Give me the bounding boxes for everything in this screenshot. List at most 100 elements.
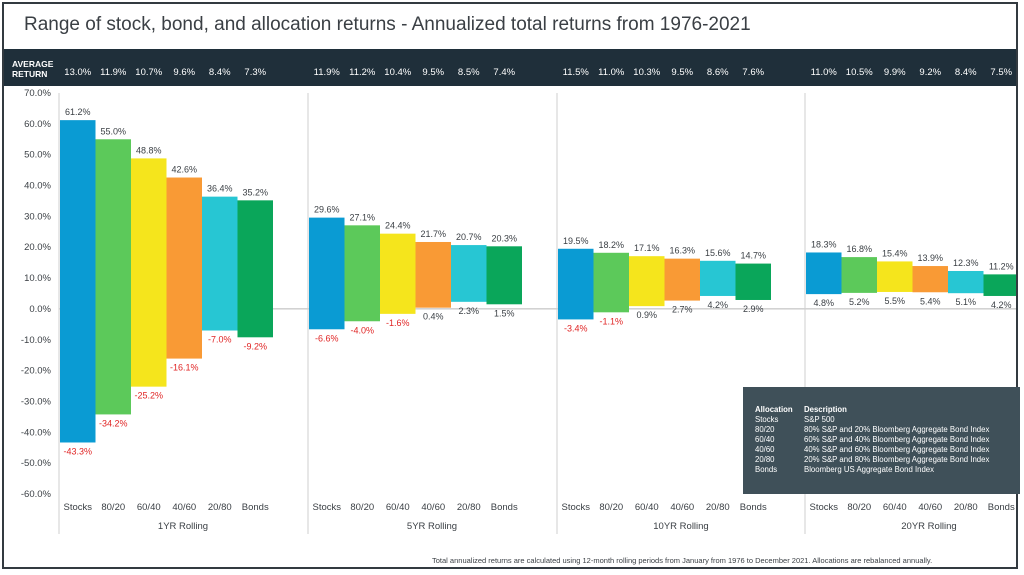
average-return-value: 13.0% [64, 67, 92, 78]
range-bar [877, 261, 913, 292]
legend-allocation: Bonds [755, 465, 778, 474]
average-return-value: 8.4% [954, 67, 977, 78]
x-tick-label: 20/80 [208, 502, 232, 513]
average-return-label: AVERAGE RETURN [12, 59, 54, 79]
x-tick-label: 80/20 [350, 502, 374, 513]
low-data-label: 5.5% [884, 296, 905, 306]
x-tick-label: 40/60 [172, 502, 196, 513]
legend-allocation: 60/40 [755, 435, 775, 444]
high-data-label: 20.7% [456, 232, 482, 242]
range-bar [629, 256, 665, 307]
range-bar [344, 225, 380, 322]
high-data-label: 11.2% [989, 261, 1014, 271]
low-data-label: 2.9% [743, 304, 764, 314]
low-data-label: -43.3% [63, 446, 92, 456]
y-tick-label: 50.0% [24, 150, 51, 161]
range-bar [806, 252, 842, 295]
average-return-value: 9.5% [671, 67, 694, 78]
y-tick-label: 40.0% [24, 181, 51, 192]
legend-allocation: Stocks [755, 415, 779, 424]
low-data-label: 5.4% [920, 296, 941, 306]
high-data-label: 18.2% [598, 240, 624, 250]
high-data-label: 12.3% [953, 258, 979, 268]
average-return-value: 7.5% [990, 67, 1013, 78]
x-tick-label: 40/60 [421, 502, 445, 513]
y-tick-label: -60.0% [21, 489, 52, 500]
average-return-value: 9.2% [919, 67, 942, 78]
allocation-legend: Allocation Description Stocks S&P 500 80… [743, 387, 1020, 494]
legend-row: Bonds Bloomberg US Aggregate Bond Index [743, 465, 1020, 475]
x-tick-label: Bonds [988, 502, 1015, 513]
legend-description: 20% S&P and 80% Bloomberg Aggregate Bond… [804, 455, 990, 464]
low-data-label: -9.2% [243, 341, 267, 351]
high-data-label: 16.8% [846, 244, 872, 254]
low-data-label: 4.8% [813, 298, 834, 308]
average-return-value: 11.0% [810, 67, 837, 78]
legend-row: 80/20 80% S&P and 20% Bloomberg Aggregat… [743, 425, 1020, 435]
legend-row: 60/40 60% S&P and 40% Bloomberg Aggregat… [743, 435, 1020, 445]
legend-allocation: 40/60 [755, 445, 775, 454]
legend-allocation: 20/80 [755, 455, 775, 464]
high-data-label: 61.2% [65, 107, 91, 117]
y-tick-label: -20.0% [21, 366, 52, 377]
legend-header-allocation: Allocation [755, 405, 793, 414]
range-bar [558, 248, 594, 320]
x-tick-label: Stocks [561, 502, 590, 513]
range-bar [131, 158, 167, 387]
low-data-label: -1.1% [599, 316, 623, 326]
legend-row: 20/80 20% S&P and 80% Bloomberg Aggregat… [743, 455, 1020, 465]
x-tick-label: Stocks [63, 502, 92, 513]
range-bar [415, 241, 451, 308]
high-data-label: 16.3% [669, 246, 695, 256]
range-bar [593, 252, 629, 313]
range-bar [735, 263, 771, 300]
high-data-label: 27.1% [349, 212, 375, 222]
low-data-label: 4.2% [991, 300, 1012, 310]
range-bar [912, 266, 948, 293]
average-return-value: 11.2% [349, 67, 376, 78]
legend-description: 60% S&P and 40% Bloomberg Aggregate Bond… [804, 435, 990, 444]
average-return-value: 7.3% [244, 67, 267, 78]
average-return-value: 10.5% [845, 67, 873, 78]
y-tick-label: -40.0% [21, 427, 52, 438]
y-tick-label: 10.0% [24, 273, 51, 284]
y-tick-label: 0.0% [29, 304, 51, 315]
x-tick-label: Stocks [809, 502, 838, 513]
y-tick-label: -10.0% [21, 335, 52, 346]
x-tick-label: 40/60 [918, 502, 942, 513]
legend-description: 40% S&P and 60% Bloomberg Aggregate Bond… [804, 445, 990, 454]
high-data-label: 24.4% [385, 221, 411, 231]
x-tick-label: 20/80 [706, 502, 730, 513]
x-tick-label: 20/80 [954, 502, 978, 513]
low-data-label: 2.7% [672, 305, 693, 315]
high-data-label: 42.6% [171, 165, 197, 175]
low-data-label: 4.2% [707, 300, 728, 310]
average-return-value: 8.4% [208, 67, 231, 78]
x-tick-label: 80/20 [847, 502, 871, 513]
chart-title: Range of stock, bond, and allocation ret… [24, 14, 751, 35]
legend-allocation: 80/20 [755, 425, 775, 434]
legend-header-description: Description [804, 405, 847, 414]
group-label: 5YR Rolling [407, 521, 457, 532]
y-tick-label: 60.0% [24, 119, 51, 130]
range-bar [948, 270, 984, 294]
legend-header: Allocation Description [743, 405, 1020, 415]
low-data-label: -7.0% [208, 335, 232, 345]
average-return-value: 9.6% [173, 67, 196, 78]
group-label: 1YR Rolling [158, 521, 208, 532]
range-bar [380, 233, 416, 314]
range-bar [451, 245, 487, 302]
high-data-label: 15.6% [705, 248, 731, 258]
range-bar [664, 258, 700, 301]
high-data-label: 17.1% [634, 243, 660, 253]
average-return-value: 10.7% [135, 67, 163, 78]
low-data-label: -34.2% [99, 418, 128, 428]
average-return-value: 7.4% [493, 67, 516, 78]
range-bar [309, 217, 345, 330]
average-return-value: 11.9% [313, 67, 340, 78]
average-return-value: 11.9% [100, 67, 127, 78]
average-return-value: 8.6% [706, 67, 729, 78]
y-tick-label: 30.0% [24, 211, 51, 222]
high-data-label: 20.3% [491, 233, 517, 243]
low-data-label: 2.3% [458, 306, 479, 316]
